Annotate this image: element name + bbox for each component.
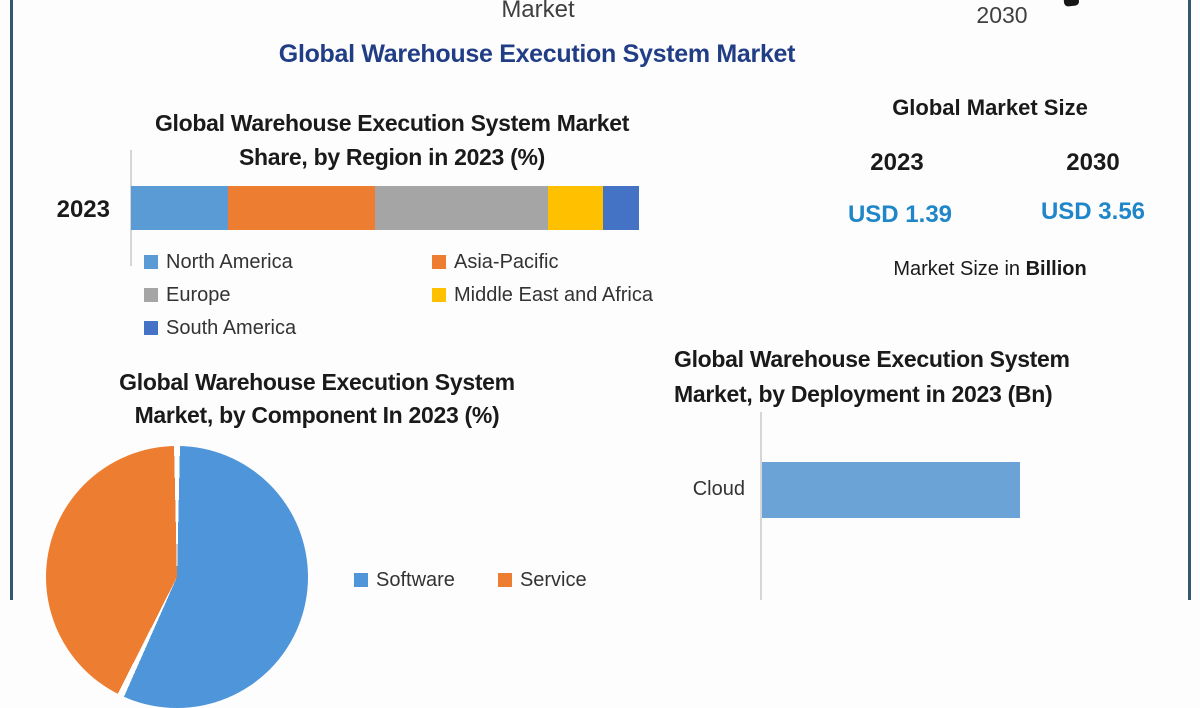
region-bar-segment: [131, 186, 228, 230]
legend-swatch-icon: [144, 321, 158, 335]
legend-label: Asia-Pacific: [454, 250, 559, 273]
region-chart-title-line2: Share, by Region in 2023 (%): [238, 144, 546, 170]
deployment-bar: [762, 462, 1020, 518]
legend-swatch-icon: [432, 288, 446, 302]
deployment-category-label: Cloud: [692, 478, 745, 500]
market-size-footnote: Market Size in Billion: [790, 258, 1190, 281]
legend-swatch-icon: [354, 573, 368, 587]
market-size-footnote-prefix: Market Size in: [893, 258, 1026, 280]
legend-item: Europe: [144, 283, 432, 307]
region-bar-segment: [603, 186, 639, 230]
market-size-year-2023: 2023: [870, 149, 924, 176]
frame-border-right: [1188, 0, 1191, 600]
legend-item: Service: [497, 568, 587, 592]
region-bar-segment: [547, 186, 604, 230]
deployment-chart-title: Global Warehouse Execution System Market…: [674, 342, 1104, 412]
region-chart-title: Global Warehouse Execution System Market…: [92, 106, 692, 174]
component-chart-title: Global Warehouse Execution System Market…: [67, 366, 567, 432]
market-size-value-2030: USD 3.56: [1040, 198, 1146, 225]
legend-label: Service: [519, 568, 587, 591]
legend-label: North America: [166, 250, 293, 273]
market-size-footnote-unit: Billion: [1025, 258, 1087, 280]
region-stacked-bar: [131, 186, 639, 230]
market-size-year-2030: 2030: [1066, 149, 1120, 176]
legend-item: Software: [354, 568, 455, 592]
component-chart-title-line2: Market, by Component In 2023 (%): [134, 402, 500, 428]
legend-item: Middle East and Africa: [432, 283, 653, 307]
component-legend: Software Service: [354, 568, 587, 592]
frame-border-left: [10, 0, 13, 600]
market-size-panel-title: Global Market Size: [892, 95, 1088, 120]
region-axis-category-label: 2023: [56, 196, 110, 223]
cropped-year-label: 2030: [976, 2, 1028, 28]
legend-item: South America: [144, 316, 432, 340]
region-bar-segment: [374, 186, 548, 230]
region-bar-segment: [227, 186, 375, 230]
deployment-axis-line: [760, 412, 762, 600]
legend-swatch-icon: [144, 255, 158, 269]
component-chart-title-line1: Global Warehouse Execution System: [119, 369, 515, 395]
market-size-value-2023: USD 1.39: [847, 201, 953, 228]
page-title: Global Warehouse Execution System Market: [278, 40, 796, 68]
legend-label: Europe: [166, 283, 231, 306]
legend-label: South America: [166, 316, 297, 339]
component-pie: [46, 446, 308, 708]
legend-label: Software: [376, 568, 455, 591]
deployment-chart-title-line2: Market, by Deployment in 2023 (Bn): [674, 381, 1053, 407]
region-chart-title-line1: Global Warehouse Execution System Market: [154, 110, 630, 136]
legend-swatch-icon: [497, 573, 512, 587]
legend-label: Middle East and Africa: [454, 283, 653, 306]
legend-item: Asia-Pacific: [432, 250, 653, 274]
cropped-text-fragment: [1063, 0, 1080, 7]
legend-item: North America: [144, 250, 432, 274]
deployment-chart-title-line1: Global Warehouse Execution System: [674, 346, 1070, 372]
legend-swatch-icon: [432, 255, 446, 269]
legend-swatch-icon: [144, 288, 158, 302]
region-legend: North America Asia-Pacific Europe Middle Ea…: [144, 250, 653, 340]
cropped-heading-line: Market: [501, 0, 575, 23]
